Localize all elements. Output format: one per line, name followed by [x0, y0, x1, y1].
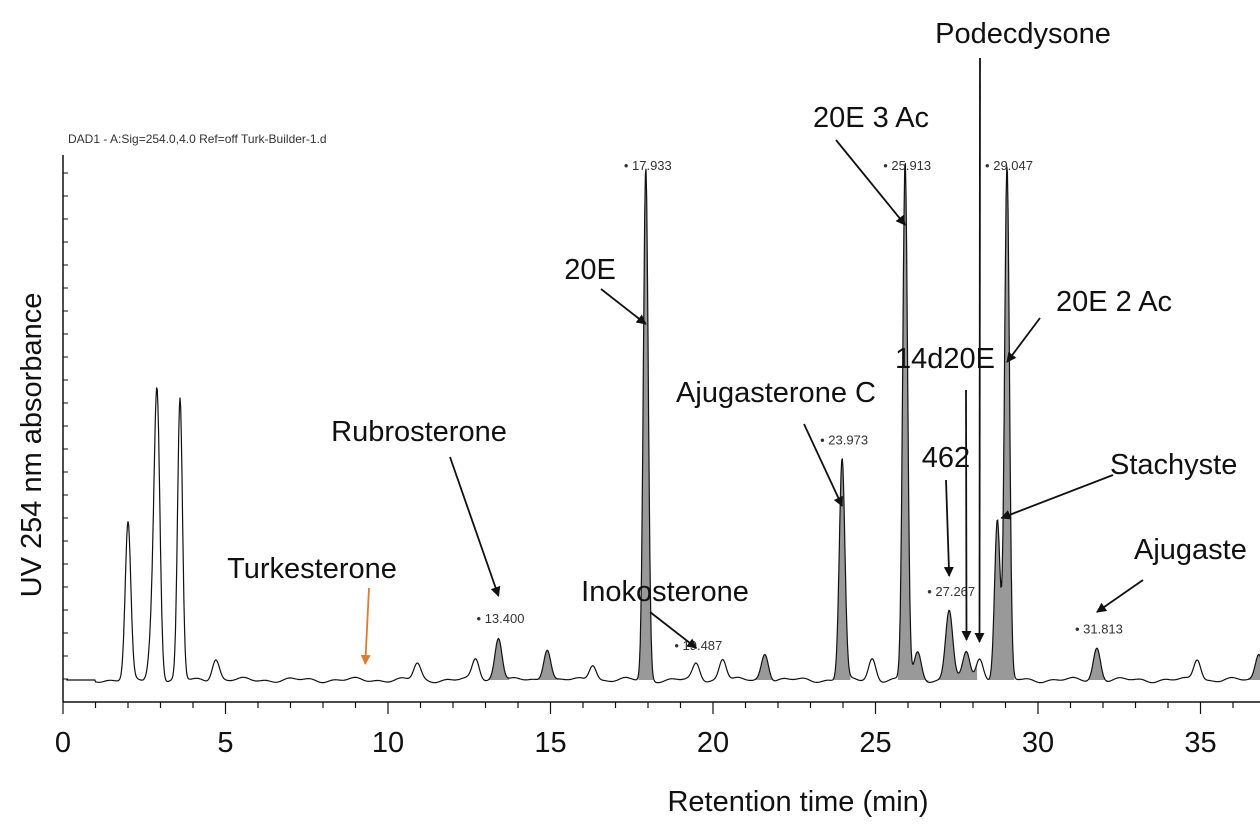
peak-fill [907, 290, 929, 683]
x-tick-label: 0 [55, 727, 71, 759]
annotation-arrow [974, 57, 985, 643]
retention-time-label: • 19.487 [674, 638, 722, 653]
annotation-arrow [600, 288, 647, 325]
peak-fill [955, 651, 978, 680]
x-tick-label: 35 [1184, 727, 1216, 759]
x-tick-label: 15 [534, 727, 566, 759]
retention-time-label: • 23.973 [820, 433, 868, 448]
annotation-label: Ajugaste [1134, 534, 1247, 566]
retention-time-labels: • 13.400 • 17.933 • 19.487 • 23.973 • 25.913… [477, 158, 1123, 653]
retention-time-label: • 17.933 [624, 158, 672, 173]
retention-time-label: • 31.813 [1075, 622, 1123, 637]
annotation-label: Rubrosterone [331, 416, 507, 448]
annotation-label: Turkesterone [227, 553, 397, 585]
annotation-label: Ajugasterone C [676, 377, 876, 409]
annotation-arrow [803, 423, 843, 507]
annotation-arrow [961, 389, 972, 641]
peak-fill [938, 610, 960, 680]
annotation-label: 20E [564, 254, 616, 286]
chromatogram-trace [66, 163, 1260, 684]
x-tick-label: 20 [697, 727, 729, 759]
peak-annotations: Podecdysone 20E 3 Ac 20E 20E 2 Ac 14d20E Ajug… [227, 18, 1247, 665]
x-axis-ticks: 0 5 10 15 20 25 30 35 [55, 702, 1234, 759]
annotation-arrow [1006, 317, 1041, 363]
x-axis-label: Retention time (min) [667, 786, 928, 818]
annotation-arrow [649, 611, 698, 649]
annotation-arrow [360, 587, 371, 665]
annotation-arrow [449, 456, 501, 597]
annotation-label: 20E 2 Ac [1056, 286, 1172, 318]
annotation-arrow [1096, 579, 1144, 613]
x-tick-label: 25 [859, 727, 891, 759]
annotation-arrow [943, 479, 954, 577]
annotation-label: 462 [922, 442, 970, 474]
x-tick-label: 30 [1022, 727, 1054, 759]
annotation-label: 14d20E [895, 343, 995, 375]
retention-time-label: • 29.047 [985, 158, 1033, 173]
retention-time-label: • 27.267 [927, 584, 975, 599]
chart-header: DAD1 - A:Sig=254.0,4.0 Ref=off Turk-Buil… [68, 132, 327, 146]
annotation-label: 20E 3 Ac [813, 102, 929, 134]
x-tick-label: 10 [372, 727, 404, 759]
x-tick-label: 5 [217, 727, 233, 759]
annotation-arrow [835, 139, 906, 226]
y-axis-label: UV 254 nm absorbance [16, 293, 48, 598]
annotation-label: Podecdysone [935, 18, 1111, 50]
annotation-label: Stachyste [1110, 449, 1237, 481]
retention-time-label: • 13.400 [477, 611, 525, 626]
retention-time-label: • 25.913 [883, 158, 931, 173]
annotation-label: Inokosterone [581, 576, 749, 608]
peak-fill [1248, 654, 1260, 680]
annotation-arrow [1000, 474, 1114, 520]
